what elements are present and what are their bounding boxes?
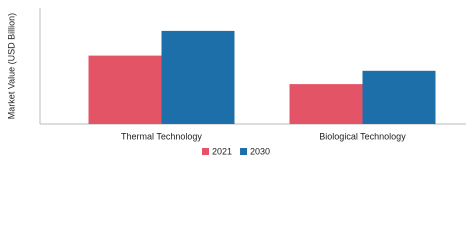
legend-swatch bbox=[240, 148, 248, 155]
bar bbox=[88, 55, 162, 124]
bar bbox=[362, 70, 436, 124]
y-axis-label: Market Value (USD Billion) bbox=[6, 13, 16, 119]
legend-swatch bbox=[202, 148, 209, 155]
bar bbox=[161, 30, 235, 124]
chart: Market Value (USD Billion) Thermal Techn… bbox=[6, 8, 466, 156]
bar bbox=[289, 84, 363, 124]
legend-label: 2030 bbox=[250, 146, 270, 156]
x-tick-label: Biological Technology bbox=[319, 131, 406, 141]
x-tick-label: Thermal Technology bbox=[121, 131, 202, 141]
legend-label: 2021 bbox=[212, 146, 232, 156]
